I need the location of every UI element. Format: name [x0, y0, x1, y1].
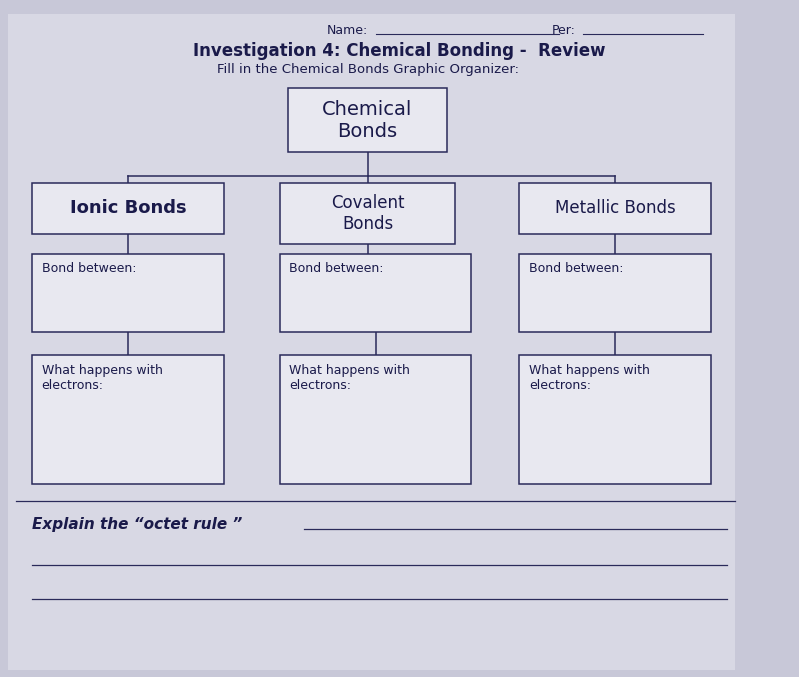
FancyBboxPatch shape: [32, 254, 224, 332]
FancyBboxPatch shape: [280, 355, 471, 484]
Text: Explain the “octet rule ”: Explain the “octet rule ”: [32, 517, 242, 532]
Text: Name:: Name:: [326, 24, 368, 37]
FancyBboxPatch shape: [519, 183, 711, 234]
Text: Bond between:: Bond between:: [289, 262, 384, 275]
FancyBboxPatch shape: [280, 254, 471, 332]
Text: What happens with
electrons:: What happens with electrons:: [529, 364, 650, 391]
Text: What happens with
electrons:: What happens with electrons:: [289, 364, 410, 391]
Text: Bond between:: Bond between:: [42, 262, 136, 275]
Text: Ionic Bonds: Ionic Bonds: [70, 199, 186, 217]
FancyBboxPatch shape: [519, 355, 711, 484]
Text: Per:: Per:: [551, 24, 575, 37]
FancyBboxPatch shape: [32, 355, 224, 484]
Text: Fill in the Chemical Bonds Graphic Organizer:: Fill in the Chemical Bonds Graphic Organ…: [217, 62, 519, 76]
Text: Metallic Bonds: Metallic Bonds: [555, 199, 676, 217]
Text: Bond between:: Bond between:: [529, 262, 623, 275]
FancyBboxPatch shape: [8, 14, 735, 670]
Text: Investigation 4: Chemical Bonding -  Review: Investigation 4: Chemical Bonding - Revi…: [193, 42, 606, 60]
FancyBboxPatch shape: [280, 183, 455, 244]
Text: What happens with
electrons:: What happens with electrons:: [42, 364, 162, 391]
FancyBboxPatch shape: [519, 254, 711, 332]
FancyBboxPatch shape: [32, 183, 224, 234]
Text: Covalent
Bonds: Covalent Bonds: [331, 194, 404, 233]
Text: Chemical
Bonds: Chemical Bonds: [322, 100, 413, 141]
FancyBboxPatch shape: [288, 88, 447, 152]
